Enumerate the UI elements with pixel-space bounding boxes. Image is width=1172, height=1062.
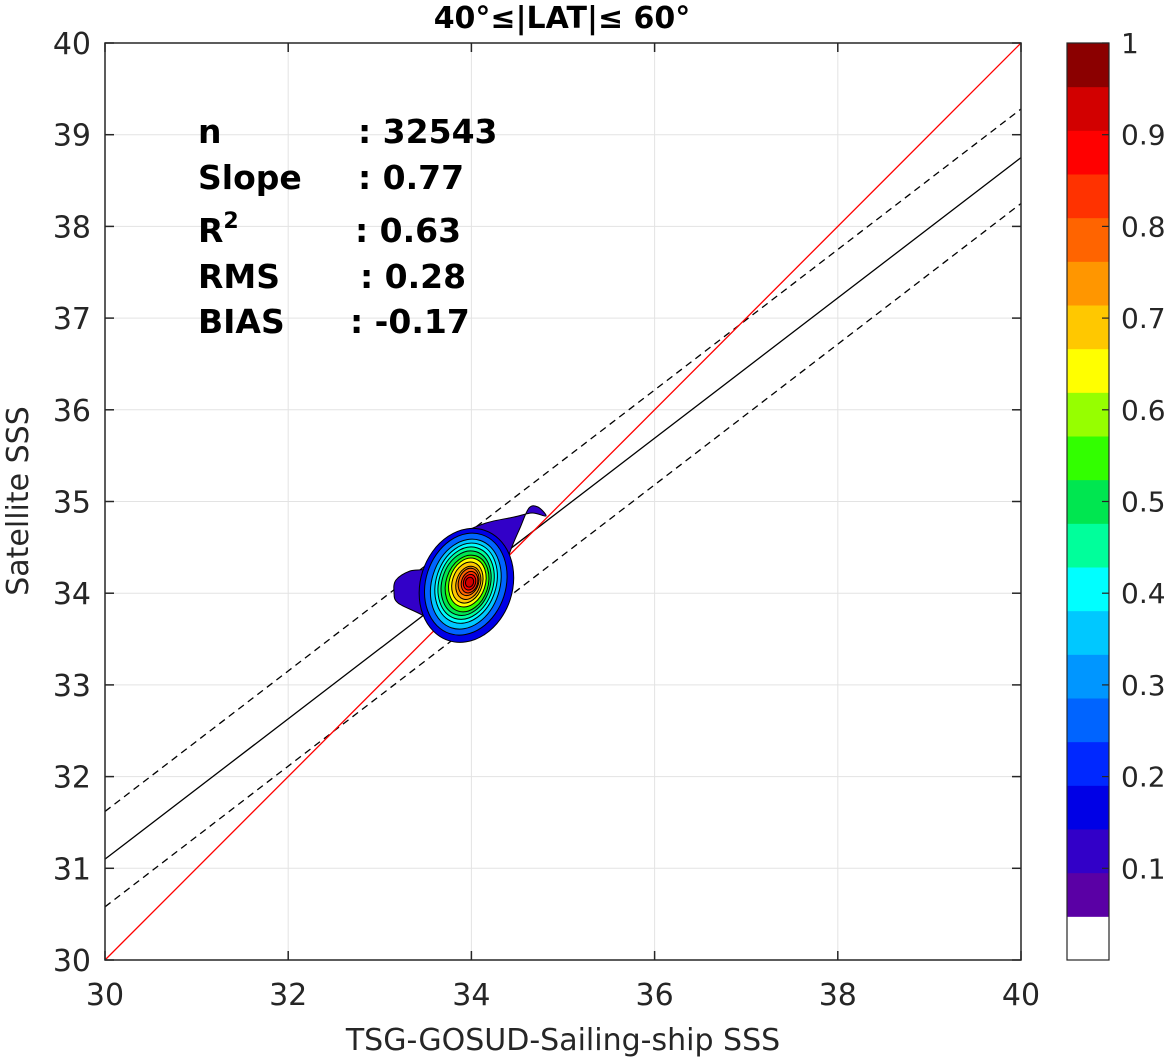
density-contour xyxy=(464,576,475,588)
colorbar-tick-label: 0.3 xyxy=(1121,669,1166,702)
y-tick-label: 39 xyxy=(53,119,91,154)
stat-label: RMS xyxy=(198,257,280,296)
x-tick-label: 36 xyxy=(636,978,674,1013)
stat-label: Slope xyxy=(198,158,302,197)
colorbar-segment xyxy=(1067,567,1109,612)
colorbar-segment xyxy=(1067,305,1109,350)
colorbar-tick-label: 0.4 xyxy=(1121,577,1166,610)
stat-value: : 0.77 xyxy=(358,158,464,197)
colorbar-segment xyxy=(1067,348,1109,393)
colorbar-tick-label: 0.6 xyxy=(1121,394,1166,427)
colorbar-tick-label: 0.2 xyxy=(1121,761,1166,794)
colorbar-tick-label: 0.1 xyxy=(1121,852,1166,885)
colorbar: 0.1 0.2 0.3 0.4 0.5 0.6 0.7 0.8 0.9 1 xyxy=(1066,27,1166,961)
colorbar-segment xyxy=(1067,217,1109,262)
stat-label: R2 xyxy=(198,209,239,250)
x-tick-label: 34 xyxy=(452,978,490,1013)
reference-lines xyxy=(104,42,1022,961)
colorbar-segment xyxy=(1067,436,1109,481)
colorbar-tick-label: 0.9 xyxy=(1121,119,1166,152)
regression-line xyxy=(104,157,1022,860)
stat-label: BIAS xyxy=(198,302,285,341)
y-tick-label: 36 xyxy=(53,394,91,429)
upper-bound-line xyxy=(104,108,1022,812)
y-tick-label: 32 xyxy=(53,761,91,796)
colorbar-tick-label: 0.8 xyxy=(1121,210,1166,243)
colorbar-segment xyxy=(1067,872,1109,917)
colorbar-tick-label: 1 xyxy=(1121,27,1139,60)
colorbar-tick-label: 0.7 xyxy=(1121,302,1166,335)
colorbar-segment xyxy=(1067,610,1109,655)
axes: 30 32 34 36 38 40 30 31 32 33 34 35 36 37 38 39 40 xyxy=(53,27,1040,1013)
colorbar-segment xyxy=(1067,741,1109,786)
x-tick-label: 30 xyxy=(86,978,124,1013)
grid-lines xyxy=(105,43,1021,960)
colorbar-segment xyxy=(1067,392,1109,437)
stat-value: : 0.28 xyxy=(360,257,466,296)
y-tick-label: 31 xyxy=(53,852,91,887)
y-tick-label: 33 xyxy=(53,669,91,704)
stat-value: : 32543 xyxy=(358,112,498,151)
colorbar-segment xyxy=(1067,43,1109,88)
y-tick-label: 30 xyxy=(53,944,91,979)
density-contours xyxy=(393,505,547,643)
colorbar-segment xyxy=(1067,86,1109,131)
colorbar-segment xyxy=(1067,654,1109,699)
x-tick-label: 32 xyxy=(269,978,307,1013)
y-tick-label: 38 xyxy=(53,210,91,245)
colorbar-segment xyxy=(1067,829,1109,874)
colorbar-tick-label: 0.5 xyxy=(1121,486,1166,519)
chart-title: 40°≤|LAT|≤ 60° xyxy=(434,1,691,36)
x-axis-label: TSG-GOSUD-Sailing-ship SSS xyxy=(345,1023,780,1058)
colorbar-segment xyxy=(1067,916,1109,961)
colorbar-segment xyxy=(1067,523,1109,568)
lower-bound-line xyxy=(104,202,1022,908)
y-tick-label: 37 xyxy=(53,302,91,337)
colorbar-segment xyxy=(1067,698,1109,743)
x-tick-label: 40 xyxy=(1002,978,1040,1013)
colorbar-segment xyxy=(1067,785,1109,830)
stat-value: : 0.63 xyxy=(355,211,461,250)
identity-line xyxy=(104,42,1022,961)
stat-value: : -0.17 xyxy=(350,302,470,341)
stats-box: n : 32543 Slope : 0.77 R2 : 0.63 RMS : 0.28 BIAS… xyxy=(198,112,498,341)
y-tick-label: 34 xyxy=(53,577,91,612)
colorbar-segment xyxy=(1067,174,1109,219)
colorbar-segment xyxy=(1067,261,1109,306)
colorbar-segment xyxy=(1067,130,1109,175)
y-axis-label: Satellite SSS xyxy=(1,406,36,596)
stat-label-superscript: 2 xyxy=(223,209,238,234)
y-tick-label: 40 xyxy=(53,27,91,62)
y-tick-label: 35 xyxy=(53,486,91,521)
x-tick-label: 38 xyxy=(819,978,857,1013)
stat-label: n xyxy=(198,112,222,151)
